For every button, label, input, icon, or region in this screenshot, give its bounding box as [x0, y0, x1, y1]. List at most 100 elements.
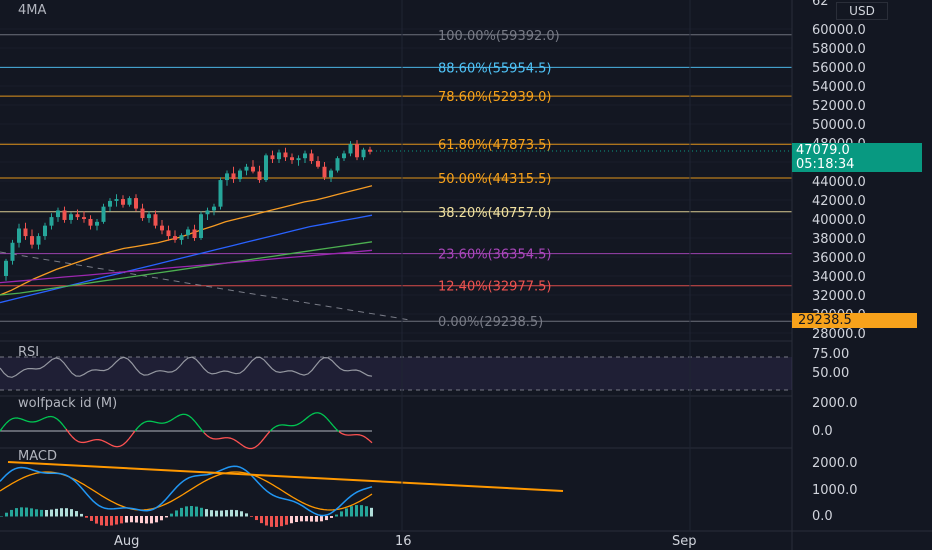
- candle-body: [309, 153, 314, 162]
- wolfpack-segment: [119, 444, 124, 447]
- candle-body: [303, 153, 307, 159]
- wolfpack-line: [0, 412, 373, 450]
- macd-tick-2000: 2000.0: [812, 456, 858, 471]
- wolfpack-segment: [236, 440, 241, 445]
- wolfpack-segment: [341, 433, 346, 436]
- fib-level-label: 23.60%(36354.5): [438, 248, 551, 263]
- macd-histogram-bar: [70, 509, 73, 517]
- macd-histogram-bar: [140, 516, 143, 524]
- wolfpack-segment: [110, 444, 115, 447]
- fib-level-label: 12.40%(32977.5): [438, 280, 551, 295]
- macd-histogram-bar: [250, 516, 253, 517]
- macd-histogram-bar: [75, 511, 78, 517]
- macd-histogram-bar: [125, 516, 128, 523]
- wolfpack-segment: [257, 441, 262, 446]
- fib-level-label: 50.00%(44315.5): [438, 172, 551, 187]
- rsi-pane-title: RSI: [18, 345, 40, 360]
- macd-histogram-bar: [95, 516, 98, 524]
- wolfpack-segment: [89, 439, 94, 442]
- wolfpack-segment: [83, 441, 88, 444]
- macd-histogram-bar: [290, 516, 293, 524]
- wolfpack-segment: [338, 431, 343, 435]
- price-tick-label: 40000.0: [812, 213, 866, 228]
- candle-body: [160, 225, 164, 231]
- macd-histogram-bar: [115, 516, 118, 525]
- wolfpack-segment: [101, 439, 106, 443]
- last-price: 47079.0: [796, 143, 850, 158]
- macd-histogram-bar: [200, 507, 203, 517]
- wolfpack-segment: [332, 425, 337, 430]
- wolfpack-segment: [173, 415, 178, 419]
- main-pane-title: 4MA: [18, 3, 47, 18]
- candle-body: [186, 229, 190, 236]
- fibonacci-retracement[interactable]: 100.00%(59392.0) 88.60%(55954.5) 78.60%(52…: [0, 29, 792, 330]
- wolfpack-segment: [2, 423, 7, 428]
- wolfpack-segment: [188, 415, 193, 419]
- candle-body: [355, 143, 359, 158]
- candle-body: [147, 214, 151, 219]
- candle-body: [179, 235, 184, 240]
- macd-histogram-bar: [355, 505, 358, 517]
- candle-body: [244, 166, 249, 171]
- macd-line: [0, 465, 373, 517]
- wolfpack-pane-title: wolfpack id (M): [18, 396, 118, 411]
- macd-histogram-bar: [265, 516, 268, 526]
- candle-body: [225, 173, 229, 181]
- wolfpack-tick-2000: 2000.0: [812, 396, 858, 411]
- wolfpack-segment: [245, 446, 250, 450]
- candle-body: [166, 230, 171, 237]
- macd-histogram-bar: [205, 509, 208, 517]
- macd-histogram-bar: [340, 511, 343, 517]
- wolfpack-segment: [293, 424, 298, 427]
- price-tick-label: 56000.0: [812, 61, 866, 76]
- macd-histogram-bar: [245, 513, 248, 517]
- candle-body: [348, 143, 353, 154]
- candle-body: [264, 155, 268, 181]
- candle-body: [101, 206, 106, 222]
- fib-zero-price-badge: 29238.5: [792, 313, 917, 328]
- wolfpack-segment: [335, 428, 340, 433]
- macd-divergence-trendline[interactable]: [7, 461, 564, 492]
- rsi-line: [0, 356, 373, 378]
- wolfpack-segment: [230, 437, 235, 441]
- wolfpack-segment: [218, 437, 223, 440]
- currency-text: USD: [849, 4, 875, 18]
- candle-body: [342, 153, 346, 159]
- fib-level-label: 78.60%(52939.0): [438, 90, 551, 105]
- candle-body: [56, 210, 60, 218]
- price-tick-label: 34000.0: [812, 270, 866, 285]
- macd-histogram-bar: [5, 512, 8, 517]
- wolfpack-segment: [125, 438, 130, 443]
- price-tick-label: 54000.0: [812, 80, 866, 95]
- wolfpack-segment: [41, 417, 46, 420]
- moving-averages: [0, 185, 373, 304]
- price-axis-labels[interactable]: 60000.0 58000.0 56000.0 54000.0 52000.0 50000…: [812, 23, 866, 342]
- candle-body: [205, 210, 210, 215]
- macd-histogram-bar: [155, 516, 158, 523]
- candle-body: [114, 199, 119, 201]
- macd-histogram-bar: [35, 509, 38, 517]
- wolfpack-segment: [128, 434, 133, 440]
- dashed-trendline[interactable]: [0, 251, 411, 321]
- wolfpack-segment: [209, 437, 214, 440]
- macd-histogram-bar: [40, 509, 43, 517]
- wolfpack-segment: [56, 418, 61, 423]
- macd-histogram-bar: [100, 516, 103, 526]
- macd-histogram-bar: [305, 516, 308, 522]
- wolfpack-segment: [35, 419, 40, 423]
- candle-body: [368, 149, 372, 152]
- price-tick-label: 28000.0: [812, 327, 866, 342]
- wolfpack-segment: [266, 430, 271, 436]
- wolfpack-segment: [107, 442, 112, 446]
- candle-countdown: 05:18:34: [796, 157, 855, 172]
- wolfpack-segment: [98, 439, 103, 442]
- wolfpack-segment: [362, 435, 367, 439]
- candlesticks: [4, 140, 372, 281]
- rsi-tick-50: 50.00: [812, 366, 850, 381]
- wolfpack-segment: [206, 435, 211, 439]
- candle-body: [316, 161, 320, 167]
- currency-label[interactable]: USD: [836, 2, 888, 20]
- wolfpack-segment: [185, 413, 190, 417]
